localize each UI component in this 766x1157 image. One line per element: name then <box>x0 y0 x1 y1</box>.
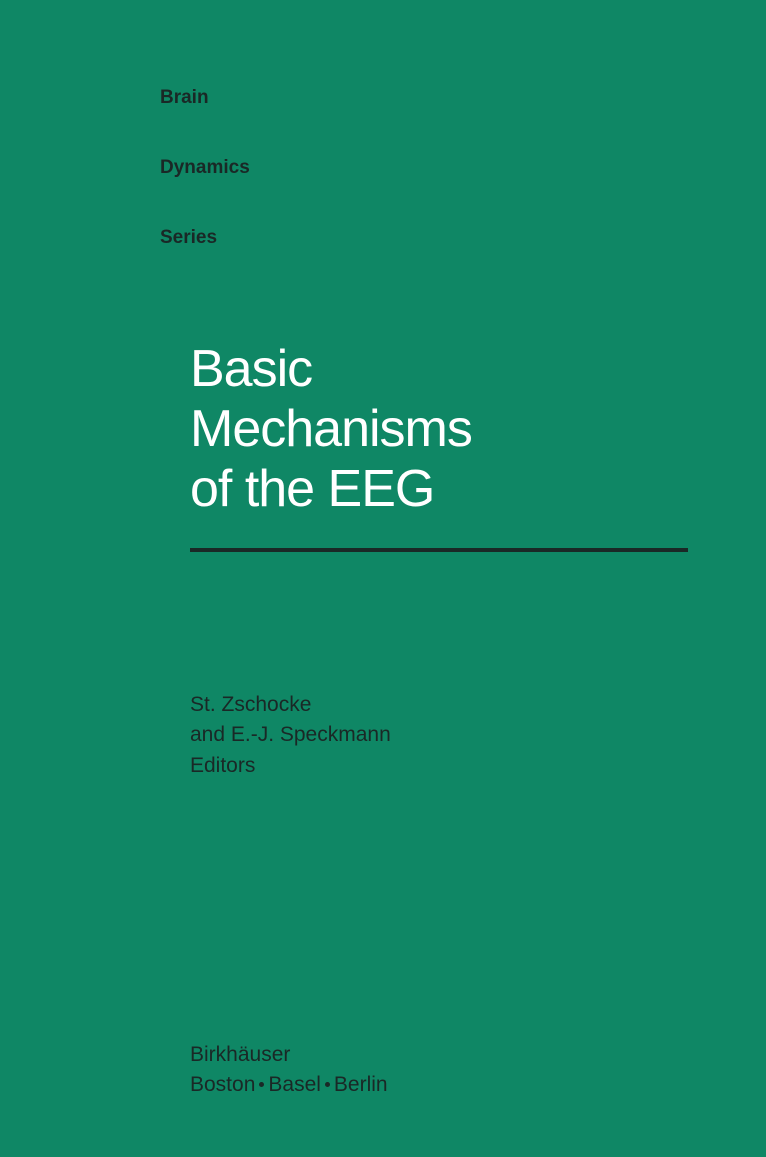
wave-row-3: Series <box>0 195 360 265</box>
series-block: Brain Dynamics Series <box>0 55 360 265</box>
title-block: Basic Mechanisms of the EEG <box>190 340 472 519</box>
bullet-separator-icon <box>259 1082 264 1087</box>
eeg-wave-icon <box>0 55 310 95</box>
series-label-dynamics: Dynamics <box>160 157 250 179</box>
city-3: Berlin <box>334 1073 388 1096</box>
city-2: Basel <box>268 1073 321 1096</box>
title-line-2: Mechanisms <box>190 400 472 460</box>
title-line-3: of the EEG <box>190 460 472 520</box>
book-cover: Brain Dynamics Series Basic Mechanisms o… <box>0 0 766 1157</box>
wave-path-1 <box>0 60 310 89</box>
wave-path-3 <box>0 209 310 221</box>
eeg-wave-icon <box>0 125 310 165</box>
editor-name-2: and E.-J. Speckmann <box>190 720 391 750</box>
editors-label: Editors <box>190 751 391 781</box>
title-line-1: Basic <box>190 340 472 400</box>
series-label-brain: Brain <box>160 87 209 109</box>
publisher-name: Birkhäuser <box>190 1040 388 1070</box>
wave-path-2 <box>0 135 310 155</box>
wave-row-1: Brain <box>0 55 360 125</box>
publisher-block: Birkhäuser Boston Basel Berlin <box>190 1040 388 1101</box>
series-label-series: Series <box>160 227 217 249</box>
editor-name-1: St. Zschocke <box>190 690 391 720</box>
bullet-separator-icon <box>325 1082 330 1087</box>
eeg-wave-icon <box>0 195 310 235</box>
city-1: Boston <box>190 1073 255 1096</box>
editors-block: St. Zschocke and E.-J. Speckmann Editors <box>190 690 391 781</box>
publisher-cities: Boston Basel Berlin <box>190 1070 388 1100</box>
title-underline <box>190 548 688 552</box>
wave-row-2: Dynamics <box>0 125 360 195</box>
